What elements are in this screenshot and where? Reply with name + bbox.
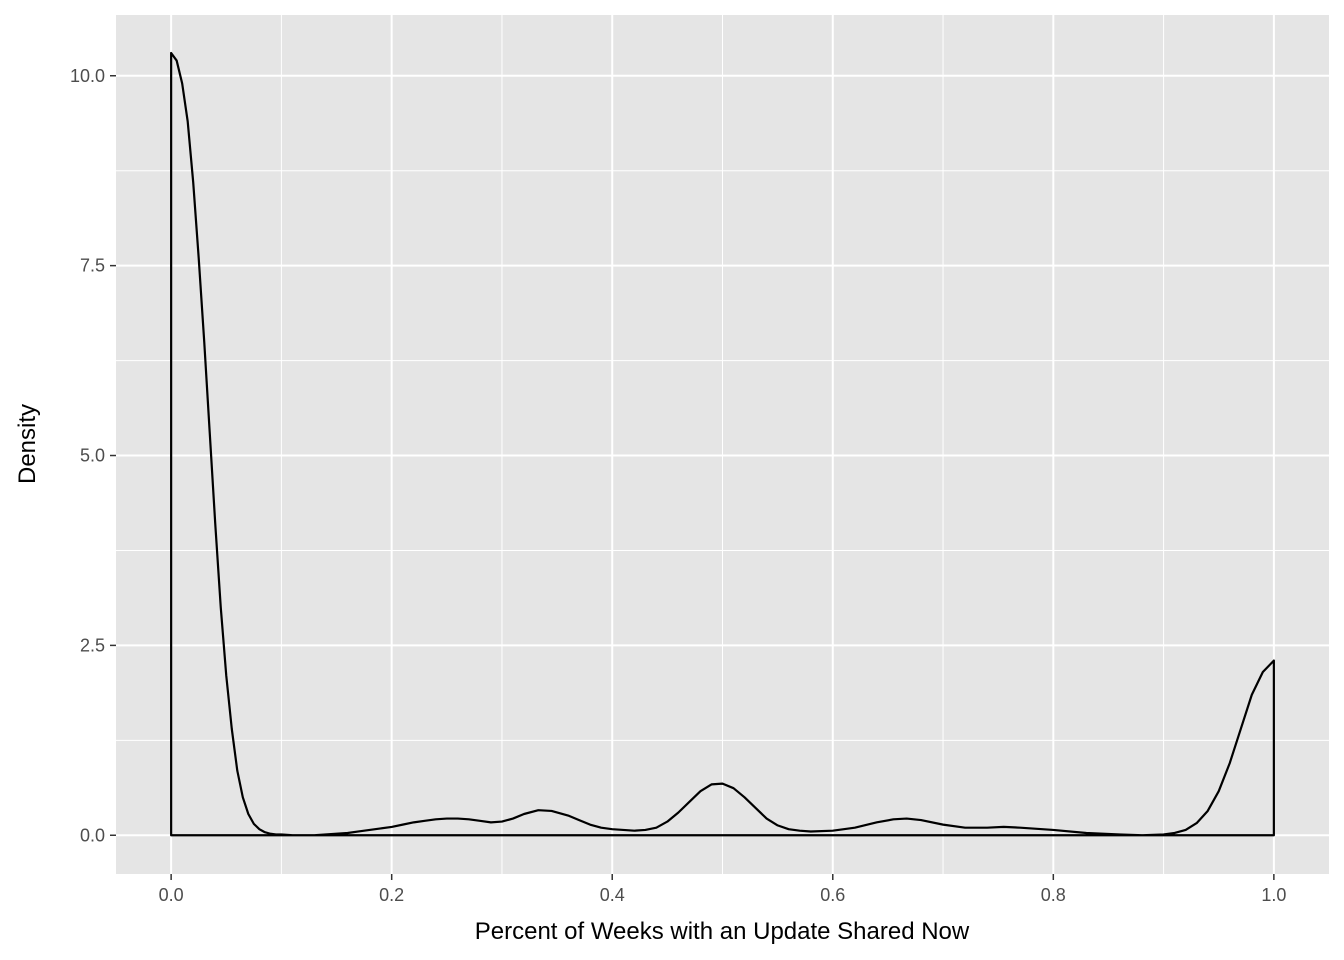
y-axis: 0.0 2.5 5.0 7.5 10.0 [70, 66, 116, 845]
density-curve [170, 51, 1275, 837]
y-tick-label: 10.0 [70, 66, 105, 86]
x-tick-label: 1.0 [1261, 885, 1286, 905]
y-tick-label: 5.0 [80, 446, 105, 466]
y-axis-title: Density [14, 404, 41, 484]
x-tick-label: 0.6 [820, 885, 845, 905]
y-tick-label: 2.5 [80, 635, 105, 655]
x-tick-label: 0.4 [600, 885, 625, 905]
y-tick-label: 7.5 [80, 256, 105, 276]
minor-gridlines [116, 15, 1329, 874]
x-axis: 0.0 0.2 0.4 0.6 0.8 1.0 [159, 874, 1286, 905]
density-curve-group [170, 51, 1275, 837]
x-tick-label: 0.2 [379, 885, 404, 905]
y-tick-label: 0.0 [80, 825, 105, 845]
x-tick-label: 0.8 [1041, 885, 1066, 905]
x-axis-title: Percent of Weeks with an Update Shared N… [475, 918, 970, 945]
x-tick-label: 0.0 [159, 885, 184, 905]
